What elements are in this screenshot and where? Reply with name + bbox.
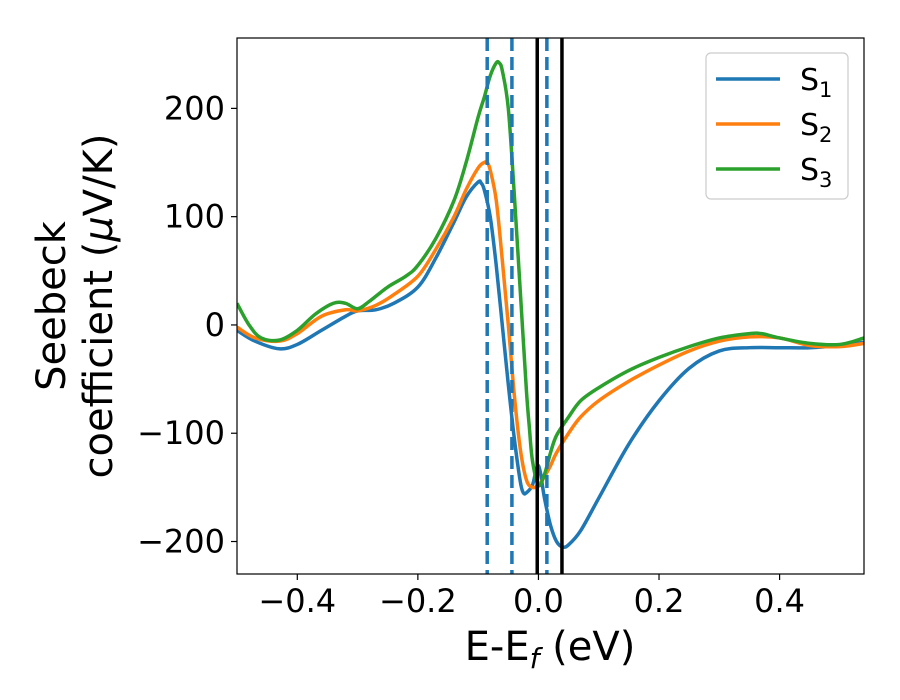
x-tick-label: 0.0 (513, 582, 564, 620)
x-tick-label: −0.2 (379, 582, 457, 620)
plot-content (237, 38, 864, 574)
y-tick-label: 200 (164, 89, 225, 127)
plot-frame (236, 37, 865, 575)
y-tick-label: 0 (205, 306, 225, 344)
y-axis-ticks: −200 −100 0 100 200 (137, 89, 237, 561)
series-line-2 (237, 159, 864, 490)
y-tick-label: −200 (137, 523, 225, 561)
legend-label-1: S1 (800, 63, 832, 102)
legend-label-3: S3 (800, 153, 832, 192)
series-line-3 (237, 59, 864, 488)
series-line-1 (237, 179, 864, 549)
x-tick-label: 0.4 (754, 582, 805, 620)
y-tick-label: 100 (164, 198, 225, 236)
y-axis-title-line2: coefficient (μV/K) (76, 134, 122, 479)
y-tick-label: −100 (137, 414, 225, 452)
y-axis-title-line2-prefix: coefficient ( (76, 242, 122, 479)
legend: S1 S2 S3 (705, 52, 849, 200)
legend-items: S1 S2 S3 (716, 63, 832, 192)
y-axis-title-line2-suffix: V/K) (76, 134, 122, 217)
legend-label-2: S2 (800, 108, 832, 147)
x-axis-title: E-Ef (eV) (465, 624, 636, 675)
y-axis-title-line1: Seebeck (29, 220, 75, 391)
x-tick-label: −0.4 (258, 582, 336, 620)
y-axis-title-mu: μ (76, 216, 122, 242)
x-axis-ticks: −0.4 −0.2 0.0 0.2 0.4 (258, 574, 805, 620)
x-axis-title-main: E-E (465, 624, 530, 670)
legend-box (705, 52, 849, 200)
x-tick-label: 0.2 (634, 582, 685, 620)
x-axis-title-suffix: (eV) (539, 624, 635, 670)
